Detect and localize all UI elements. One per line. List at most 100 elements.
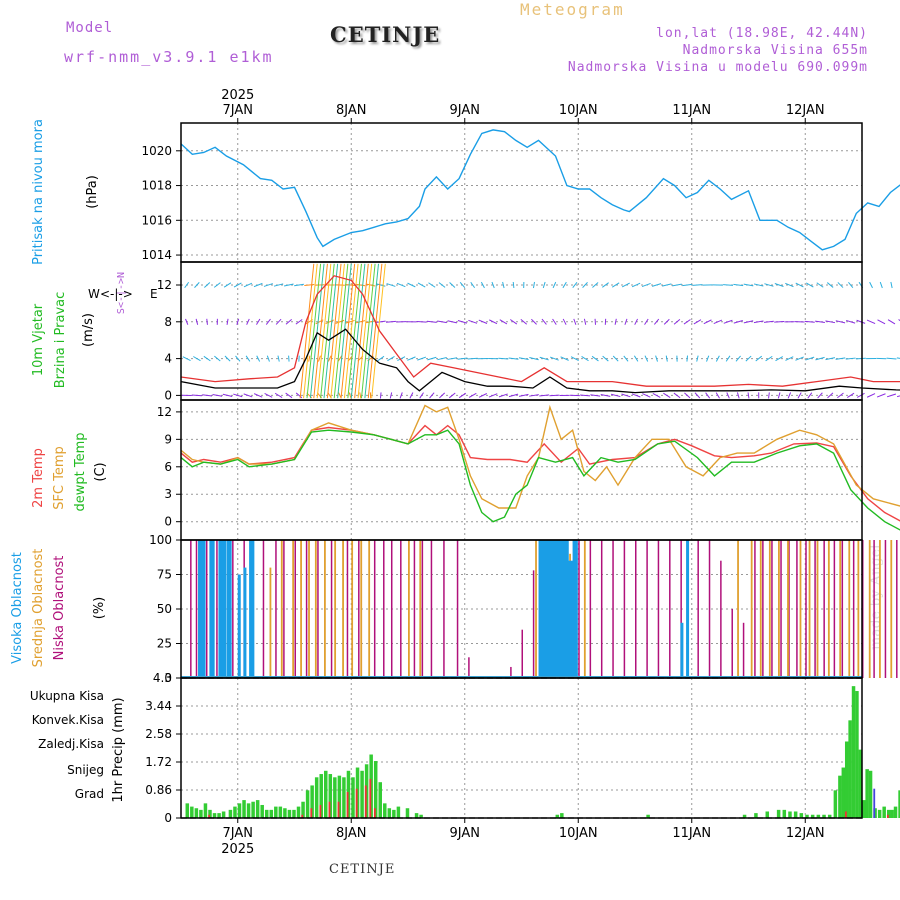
- y-tick-label: 0: [164, 671, 172, 685]
- wind-direction-arrow: [359, 392, 362, 399]
- wind-direction-arrow: [512, 281, 515, 289]
- cloud-mid-bar: [778, 540, 780, 678]
- wind-storm-arrow: [316, 263, 332, 399]
- wind-direction-arrow: [886, 357, 897, 360]
- wind-direction-arrow: [774, 283, 784, 287]
- cloud-high-bar: [556, 540, 560, 678]
- wind-direction-arrow: [285, 318, 292, 325]
- wind-direction-arrow: [194, 282, 200, 288]
- y-tick-label: 0: [164, 388, 172, 402]
- precip-total-bar: [194, 808, 199, 818]
- y-tick-label: 25: [157, 637, 172, 651]
- wind-ylabel-2: Brzina i Pravac: [53, 292, 68, 389]
- cloud-mid-bar: [759, 540, 762, 678]
- precip-total-bar: [292, 809, 296, 818]
- cloud-high-bar: [570, 560, 574, 678]
- cloud-low-bar: [283, 540, 285, 678]
- pressure-ylabel: Pritisak na nivou mora: [31, 119, 46, 265]
- precip-total-bar: [212, 813, 217, 818]
- cloud-low-bar: [780, 540, 782, 678]
- cloud-high-bar: [200, 540, 204, 678]
- wind-direction-arrow: [562, 281, 567, 289]
- y-tick-label: 1014: [141, 248, 172, 262]
- wind-direction-arrow: [222, 393, 233, 397]
- precip-total-bar: [337, 775, 342, 818]
- wind-direction-arrow: [223, 282, 232, 288]
- wind-direction-arrow: [191, 394, 202, 397]
- cloud-low-bar: [232, 540, 234, 678]
- wind-direction-arrow: [273, 283, 284, 287]
- wind-direction-arrow: [448, 392, 456, 399]
- wind-direction-arrow: [508, 357, 519, 360]
- wind-direction-arrow: [641, 282, 651, 288]
- wind-direction-arrow: [745, 355, 752, 362]
- precip-total-bar: [782, 809, 787, 818]
- wind-direction-arrow: [499, 319, 508, 325]
- precip-total-bar: [319, 774, 323, 818]
- wind-direction-arrow: [583, 318, 587, 325]
- cloud-high-bar: [226, 540, 230, 678]
- cloud-mid-bar: [292, 540, 295, 678]
- model-label: Model: [66, 20, 114, 36]
- wind-direction-arrow: [184, 281, 190, 289]
- precip-total-bar: [328, 774, 333, 818]
- wind-direction-arrow: [552, 281, 557, 289]
- wind-direction-arrow: [438, 282, 446, 288]
- wind-direction-arrow: [665, 355, 668, 362]
- wind-direction-arrow: [468, 392, 477, 398]
- wind-direction-arrow: [723, 319, 733, 324]
- precip-conv-bar: [844, 811, 847, 818]
- precip-total-bar: [841, 767, 846, 818]
- cloud-low-bar: [646, 540, 648, 678]
- wind-direction-arrow: [518, 393, 529, 397]
- cloud-low-bar: [852, 540, 855, 678]
- precip-total-bar: [351, 777, 355, 818]
- wind-direction-arrow: [735, 355, 741, 362]
- wind-compass-ns: S<-|->N: [116, 272, 127, 314]
- cloud-mid-bar: [583, 540, 586, 678]
- y-tick-label: 0: [164, 515, 172, 529]
- wind-direction-arrow: [886, 393, 897, 398]
- wind-direction-arrow: [733, 283, 744, 287]
- cloud-low-bar: [600, 540, 603, 678]
- wind-direction-arrow: [480, 281, 485, 289]
- wind-direction-arrow: [572, 281, 578, 289]
- precip-total-bar: [383, 803, 387, 818]
- wind-direction-arrow: [213, 282, 221, 288]
- precip-conv-bar: [369, 778, 372, 818]
- x-day-label-top: 12JAN: [786, 103, 825, 118]
- cloud-low-bar: [443, 540, 445, 678]
- precip-total-bar: [392, 809, 396, 818]
- wind-direction-arrow: [203, 355, 211, 362]
- cloud-high-bar: [558, 540, 562, 678]
- cloud-low-bar: [635, 540, 637, 678]
- wind-direction-arrow: [457, 320, 468, 324]
- cloud-high-bar: [243, 567, 247, 678]
- wind-direction-arrow: [642, 393, 651, 398]
- cloud-low-bar: [814, 540, 816, 678]
- wind-direction-arrow: [308, 355, 311, 362]
- cloud-low-bar: [680, 540, 682, 678]
- wind-direction-arrow: [869, 281, 873, 289]
- y-tick-label: 100: [149, 533, 172, 547]
- cloud-high-bar: [220, 540, 224, 678]
- cloud-low-bar: [762, 540, 764, 678]
- cloud-high-bar: [545, 540, 549, 678]
- y-tick-label: 3: [164, 487, 172, 501]
- wind-direction-arrow: [726, 392, 730, 399]
- precip-conv-bar: [337, 801, 340, 818]
- y-tick-label: 1016: [141, 213, 172, 227]
- cloud-low-bar: [216, 540, 218, 678]
- wind-direction-arrow: [713, 319, 723, 324]
- precip-total-bar: [396, 806, 401, 818]
- precip-total-bar: [373, 761, 378, 818]
- y-tick-label: 6: [164, 460, 172, 474]
- wind-storm-arrow: [367, 263, 383, 399]
- cloud-mid-bar: [334, 540, 337, 678]
- elevation-label: Nadmorska Visina 655m: [682, 43, 868, 58]
- precip-conv-bar: [208, 814, 211, 818]
- precip-total-bar: [793, 811, 798, 818]
- wind-direction-arrow: [774, 320, 785, 323]
- wind-direction-arrow: [193, 356, 201, 362]
- wind-direction-arrow: [416, 320, 427, 323]
